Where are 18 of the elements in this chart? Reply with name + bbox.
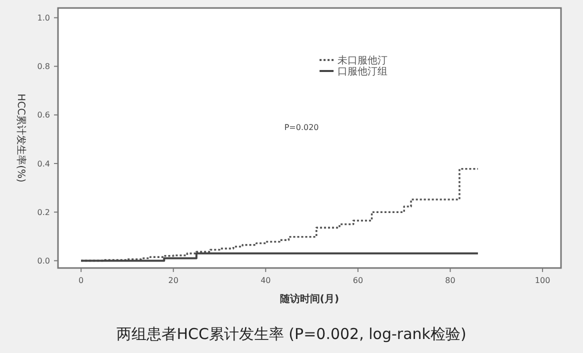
x-tick-label: 0 xyxy=(78,276,84,285)
x-tick-label: 100 xyxy=(534,276,550,285)
x-tick-label: 40 xyxy=(260,276,271,285)
y-tick-label: 0.6 xyxy=(37,110,50,120)
y-tick-label: 0.2 xyxy=(37,208,50,217)
text: 两组患者HCC累计发生率 (P=0.002, log-rank检验) xyxy=(116,325,466,343)
y-tick-label: 0.8 xyxy=(37,62,50,72)
x-axis-title: 随访时间(月) xyxy=(280,293,340,305)
y-tick-label: 0.4 xyxy=(37,159,50,168)
x-tick-label: 20 xyxy=(168,276,178,285)
x-tick-label: 80 xyxy=(445,276,456,285)
y-axis-title: HCC累计发生率(%) xyxy=(15,94,27,182)
annotation: P=0.020 xyxy=(284,123,319,132)
y-tick-label: 0.0 xyxy=(37,256,50,266)
legend-label: 未口服他汀 xyxy=(338,54,388,66)
y-tick-label: 1.0 xyxy=(37,14,50,23)
x-tick-label: 60 xyxy=(352,276,364,285)
legend-label: 口服他汀组 xyxy=(338,66,388,78)
